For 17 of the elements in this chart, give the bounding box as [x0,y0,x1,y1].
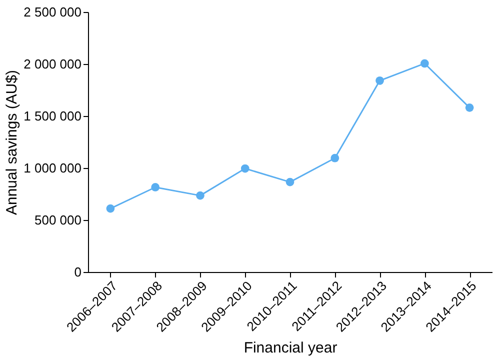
y-tick-label: 2 500 000 [24,4,82,20]
point [286,178,294,186]
point [376,76,384,85]
point [420,59,429,68]
point [196,191,204,200]
y-axis-title: Annual savings (AU$) [4,70,21,216]
x-axis-title: Financial year [244,340,338,357]
y-tick-label: 500 000 [34,212,82,228]
point [151,183,160,192]
point [465,104,474,112]
point [106,204,115,213]
point [330,154,340,162]
y-tick-label: 2 000 000 [24,56,82,72]
y-tick-label: 1 500 000 [24,108,82,124]
y-tick-label: 1 000 000 [24,160,82,176]
point [240,164,250,173]
y-tick-label: 0 [74,264,82,280]
